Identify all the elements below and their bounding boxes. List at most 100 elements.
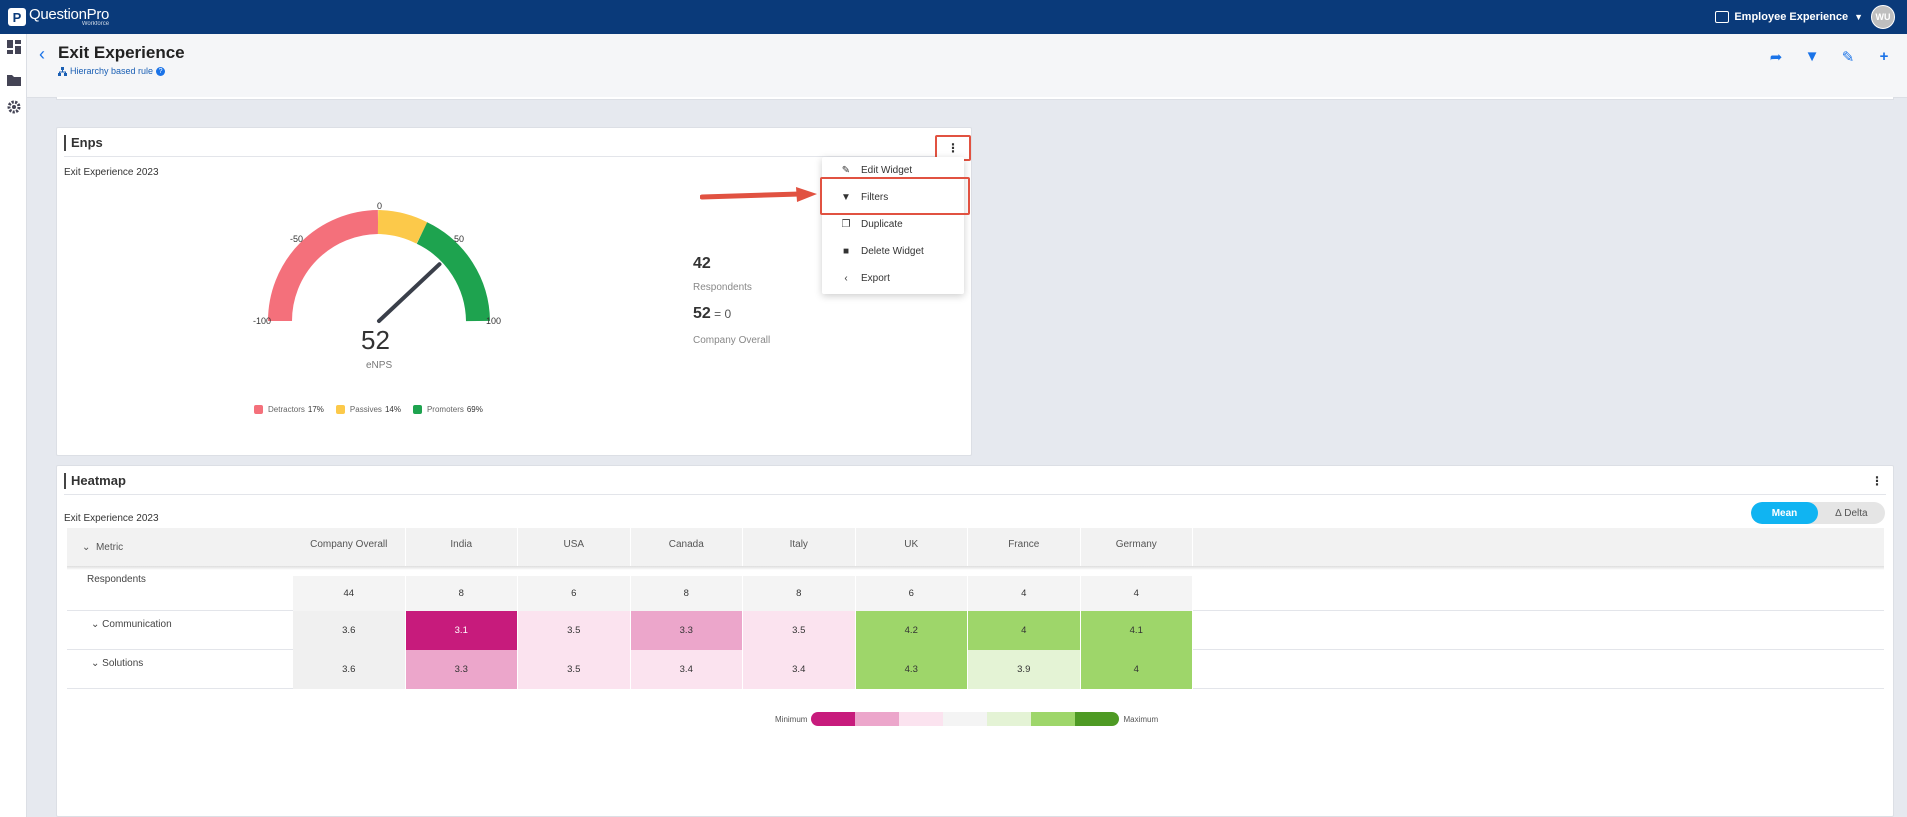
scale-swatch <box>943 712 988 726</box>
menu-edit-widget[interactable]: ✎ Edit Widget <box>822 159 964 181</box>
logo-mark: P <box>8 8 26 26</box>
menu-export[interactable]: ‹ Export <box>822 267 964 289</box>
company-overall-value: 52 = 0 <box>693 305 731 323</box>
heatmap-cell: 3.3 <box>405 650 518 689</box>
menu-label: Delete Widget <box>861 245 924 257</box>
legend-label: Promoters <box>426 405 464 414</box>
edit-icon[interactable]: ✎ <box>1841 49 1855 66</box>
heatmap-row: ⌄ Solutions 3.6 3.3 3.5 3.4 3.4 4.3 3.9 4 <box>67 650 1884 689</box>
gauge-tick-neg50: -50 <box>290 234 304 244</box>
annotation-arrow <box>700 187 817 202</box>
column-header: Company Overall <box>293 528 406 566</box>
help-icon[interactable]: ? <box>156 66 166 76</box>
header-actions: ➦ ▼ ✎ + <box>1767 48 1893 66</box>
legend-pct: 69% <box>466 405 483 414</box>
export-icon: ‹ <box>844 272 848 284</box>
menu-filters[interactable]: ▼ Filters <box>822 186 964 208</box>
heatmap-cell: 4.1 <box>1080 611 1193 650</box>
gauge-tick-50: 50 <box>454 234 465 244</box>
heatmap-widget: Heatmap ⋮ Exit Experience 2023 Mean ∆ De… <box>56 465 1894 817</box>
product-switcher[interactable]: Employee Experience ▼ WU <box>1715 0 1895 34</box>
scale-swatch <box>899 712 944 726</box>
back-arrow-icon[interactable]: ‹ <box>39 44 45 64</box>
questionpro-logo[interactable]: P QuestionPro Workforce <box>8 7 109 27</box>
column-header: UK <box>856 528 968 566</box>
hierarchy-rule-label: Hierarchy based rule <box>70 66 154 76</box>
column-header: USA <box>518 528 631 566</box>
add-icon[interactable]: + <box>1879 48 1889 65</box>
chevron-down-icon[interactable]: ⌄ <box>91 658 103 669</box>
scale-swatch <box>1031 712 1076 726</box>
heatmap-row: Respondents 44 8 6 8 8 6 4 4 <box>67 566 1884 611</box>
trash-icon: ■ <box>842 245 850 257</box>
dashboard-icon[interactable] <box>7 40 21 54</box>
row-label[interactable]: ⌄ Communication <box>91 619 172 630</box>
menu-label: Filters <box>861 191 889 203</box>
scale-swatch <box>1075 712 1120 726</box>
filter-icon: ▼ <box>841 191 851 203</box>
row-label[interactable]: ⌄ Solutions <box>91 658 143 669</box>
menu-duplicate[interactable]: ❐ Duplicate <box>822 213 964 235</box>
heatmap-cell: 3.6 <box>293 650 406 689</box>
heatmap-cell: 4.2 <box>855 611 968 650</box>
mean-toggle-option[interactable]: Mean <box>1751 502 1818 524</box>
scale-swatch <box>811 712 856 726</box>
promoters-swatch <box>412 405 422 415</box>
column-header: Canada <box>631 528 743 566</box>
chevron-down-icon: ⌄ <box>82 542 91 553</box>
color-scale-legend: Minimum Maximum <box>775 712 1158 726</box>
menu-label: Duplicate <box>861 218 903 230</box>
filter-icon[interactable]: ▼ <box>1804 48 1820 65</box>
heatmap-cell: 8 <box>405 576 518 611</box>
chevron-down-icon[interactable]: ▼ <box>1854 12 1863 22</box>
row-label: Respondents <box>87 574 146 585</box>
menu-delete-widget[interactable]: ■ Delete Widget <box>822 240 964 262</box>
scale-max-label: Maximum <box>1123 714 1159 724</box>
share-icon[interactable]: ➦ <box>1769 49 1783 66</box>
mean-delta-toggle[interactable]: Mean ∆ Delta <box>1751 502 1885 524</box>
folder-icon[interactable] <box>7 73 21 87</box>
widget-title: Heatmap <box>64 473 126 489</box>
divider <box>64 494 1886 495</box>
gauge-value: 52 <box>361 325 390 355</box>
scale-swatch <box>855 712 900 726</box>
gear-icon[interactable] <box>7 100 21 114</box>
gauge-tick-min: -100 <box>253 316 272 326</box>
heatmap-cell: 3.9 <box>968 650 1081 689</box>
legend-label: Passives <box>349 405 382 414</box>
chevron-down-icon[interactable]: ⌄ <box>91 619 103 630</box>
heatmap-cell: 8 <box>743 576 856 611</box>
heatmap-cell: 8 <box>630 576 743 611</box>
respondents-label: Respondents <box>693 282 752 293</box>
widget-menu-button[interactable]: ⋮ <box>935 135 971 161</box>
row-label-text: Communication <box>102 619 172 630</box>
delta-toggle-option[interactable]: ∆ Delta <box>1835 507 1868 519</box>
enps-widget: Enps Exit Experience 2023 <box>56 127 972 456</box>
survey-name: Exit Experience 2023 <box>64 513 159 524</box>
legend-detractors: Detractors 17% <box>254 405 324 415</box>
heatmap-cell: 3.4 <box>743 650 856 689</box>
gauge-needle <box>377 262 442 323</box>
heatmap-cell: 4 <box>968 611 1081 650</box>
legend-pct: 17% <box>307 405 324 414</box>
hierarchy-rule-link[interactable]: Hierarchy based rule ? <box>58 66 166 76</box>
gauge-tick-max: 100 <box>486 316 502 326</box>
heatmap-cell: 3.5 <box>518 611 631 650</box>
left-rail <box>0 34 27 817</box>
widget-menu-button[interactable]: ⋮ <box>1871 474 1883 488</box>
metric-header-label: Metric <box>95 542 124 553</box>
metric-header[interactable]: ⌄ Metric <box>82 542 123 553</box>
enps-gauge <box>268 210 490 323</box>
widget-title: Enps <box>64 135 103 151</box>
avatar[interactable]: WU <box>1871 5 1895 29</box>
scale-swatch <box>987 712 1032 726</box>
scale-min-label: Minimum <box>775 714 808 724</box>
heatmap-cell: 4 <box>1080 576 1193 611</box>
page-header: ‹ Exit Experience Hierarchy based rule ?… <box>27 34 1907 98</box>
hierarchy-icon <box>58 66 67 76</box>
header-shadow <box>67 566 1884 570</box>
filters-highlight-box <box>820 177 970 215</box>
legend-promoters: Promoters 69% <box>412 405 483 415</box>
menu-label: Edit Widget <box>861 164 913 176</box>
heatmap-cell: 3.1 <box>405 611 518 650</box>
